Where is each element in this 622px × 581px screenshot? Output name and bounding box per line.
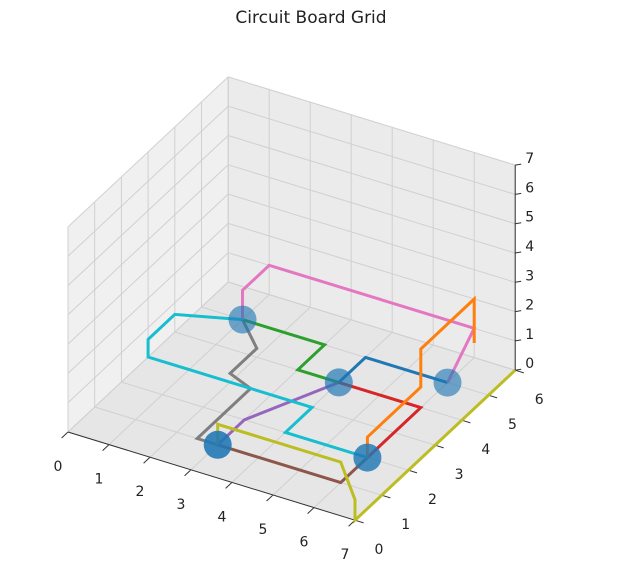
z-tick-mark bbox=[515, 280, 522, 283]
z-tick-label: 2 bbox=[525, 298, 534, 314]
axis-line bbox=[67, 431, 356, 521]
z-tick-mark bbox=[515, 310, 522, 313]
circuit-path bbox=[216, 381, 340, 446]
y-tick-label: 3 bbox=[455, 467, 464, 483]
node bbox=[324, 368, 353, 397]
grid-line bbox=[228, 281, 516, 371]
x-tick-mark bbox=[61, 431, 69, 439]
x-tick-label: 1 bbox=[95, 472, 104, 488]
circuit-path bbox=[242, 318, 340, 384]
grid-line bbox=[228, 135, 516, 225]
circuit-path bbox=[365, 295, 476, 458]
z-tick-mark bbox=[515, 339, 522, 342]
grid-line bbox=[67, 76, 229, 228]
grid-line bbox=[228, 76, 516, 166]
y-tick-label: 5 bbox=[508, 417, 517, 433]
node bbox=[353, 443, 382, 472]
node bbox=[203, 430, 232, 459]
pane-back bbox=[228, 76, 516, 371]
chart-title: Circuit Board Grid bbox=[235, 8, 386, 28]
z-tick-mark bbox=[515, 251, 522, 254]
grid-line bbox=[67, 164, 229, 316]
x-tick-mark bbox=[102, 444, 110, 451]
x-tick-mark bbox=[266, 494, 274, 502]
circuit-path bbox=[146, 312, 368, 460]
z-tick-mark bbox=[515, 192, 522, 195]
node bbox=[228, 305, 257, 334]
x-tick-label: 0 bbox=[54, 459, 63, 475]
z-tick-label: 0 bbox=[525, 356, 534, 372]
x-tick-mark bbox=[143, 456, 151, 464]
x-tick-label: 2 bbox=[136, 484, 145, 500]
circuit-path bbox=[338, 380, 424, 459]
z-tick-label: 1 bbox=[525, 327, 534, 343]
x-tick-label: 7 bbox=[341, 547, 350, 563]
node bbox=[433, 368, 462, 397]
grid-line bbox=[228, 222, 516, 313]
z-tick-label: 3 bbox=[525, 268, 534, 284]
y-tick-mark bbox=[515, 369, 524, 374]
y-tick-label: 6 bbox=[535, 392, 544, 408]
x-tick-mark bbox=[307, 507, 315, 514]
x-tick-mark bbox=[225, 482, 233, 489]
z-tick-label: 5 bbox=[525, 210, 534, 226]
z-tick-mark bbox=[515, 368, 522, 371]
z-tick-label: 6 bbox=[525, 180, 534, 196]
circuit-path bbox=[241, 263, 477, 384]
x-tick-label: 4 bbox=[218, 509, 227, 525]
grid-line bbox=[67, 105, 229, 257]
z-tick-mark bbox=[515, 222, 522, 225]
grid-line bbox=[67, 252, 229, 404]
circuit-path bbox=[216, 369, 517, 524]
x-tick-mark bbox=[184, 469, 192, 477]
grid-line bbox=[67, 193, 229, 345]
x-tick-label: 3 bbox=[177, 497, 186, 513]
grid-line bbox=[228, 164, 516, 254]
grid-line bbox=[228, 105, 516, 195]
grid-line bbox=[67, 223, 229, 374]
grid-line bbox=[67, 135, 229, 286]
y-tick-label: 0 bbox=[375, 542, 384, 558]
z-tick-label: 4 bbox=[525, 239, 534, 255]
z-tick-label: 7 bbox=[525, 151, 534, 167]
circuit-path bbox=[194, 318, 259, 447]
x-tick-label: 6 bbox=[300, 535, 309, 551]
x-tick-label: 5 bbox=[259, 522, 268, 538]
y-tick-label: 4 bbox=[481, 442, 490, 458]
grid-line bbox=[228, 193, 516, 283]
z-tick-mark bbox=[515, 163, 522, 166]
y-tick-label: 2 bbox=[428, 492, 437, 508]
y-tick-label: 1 bbox=[401, 517, 410, 533]
